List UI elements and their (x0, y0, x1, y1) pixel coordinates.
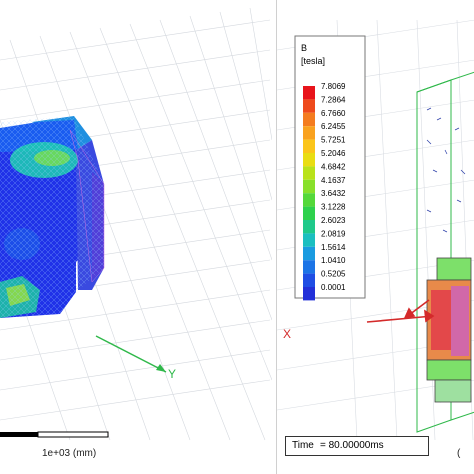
legend-swatch (303, 273, 315, 287)
legend-value-label: 4.6842 (321, 162, 346, 171)
legend-value-label: 2.6023 (321, 216, 346, 225)
legend-swatch (303, 99, 315, 113)
legend-swatch (303, 206, 315, 220)
time-label: Time (292, 440, 314, 451)
legend-value-label: 5.7251 (321, 136, 346, 145)
field-plot-panel[interactable]: B [tesla] 7.8069 7.2864 6.7660 6.2455 5.7251… (276, 0, 474, 474)
legend-unit: [tesla] (301, 56, 325, 66)
legend-swatch (303, 166, 315, 180)
legend-swatch (303, 233, 315, 247)
force-arrows (366, 299, 435, 323)
y-axis-label: Y (168, 367, 176, 381)
legend-value-label: 7.2864 (321, 95, 346, 104)
scale-bar (0, 431, 109, 438)
time-readout: Time = 80.00000ms (285, 436, 429, 456)
scale-label: 1e+03 (mm) (42, 448, 97, 459)
legend-swatch (303, 179, 315, 194)
core-assembly (426, 257, 472, 403)
legend-swatch (303, 260, 315, 274)
legend-value-label: 0.0001 (321, 283, 346, 292)
frame-label: ( (457, 448, 461, 459)
legend-swatch (303, 220, 315, 234)
legend-swatch (303, 193, 315, 207)
legend-value-label: 7.8069 (321, 82, 346, 91)
legend-value-label: 5.2046 (321, 149, 346, 158)
legend-value-label: 4.1637 (321, 176, 346, 185)
legend-swatch (303, 287, 315, 301)
legend-value-label: 6.2455 (321, 122, 346, 131)
field-viewport[interactable]: B [tesla] 7.8069 7.2864 6.7660 6.2455 5.7251… (277, 0, 474, 474)
legend-value-label: 3.6432 (321, 189, 346, 198)
legend-title: B (301, 43, 307, 53)
time-value: = 80.00000ms (320, 440, 384, 451)
legend-swatch (303, 126, 315, 140)
x-axis-label: X (283, 327, 291, 341)
legend: B [tesla] 7.8069 7.2864 6.7660 6.2455 5.7251… (294, 35, 366, 301)
legend-swatch (303, 139, 315, 153)
legend-swatch (303, 246, 315, 261)
legend-value-label: 1.5614 (321, 243, 346, 252)
legend-value-label: 6.7660 (321, 109, 346, 118)
legend-value-label: 1.0410 (321, 256, 346, 265)
legend-swatch (303, 112, 315, 127)
legend-swatch (303, 86, 315, 100)
y-axis-triad: Y (95, 335, 176, 381)
legend-value-label: 0.5205 (321, 270, 346, 279)
mesh-viewport[interactable]: Y (0, 0, 272, 474)
mesh-view-panel[interactable]: Y 1e+03 (mm) (0, 0, 272, 474)
legend-value-label: 2.0819 (321, 229, 346, 238)
legend-value-label: 3.1228 (321, 203, 346, 212)
meshed-core-model (0, 116, 105, 318)
legend-swatch (303, 153, 315, 167)
